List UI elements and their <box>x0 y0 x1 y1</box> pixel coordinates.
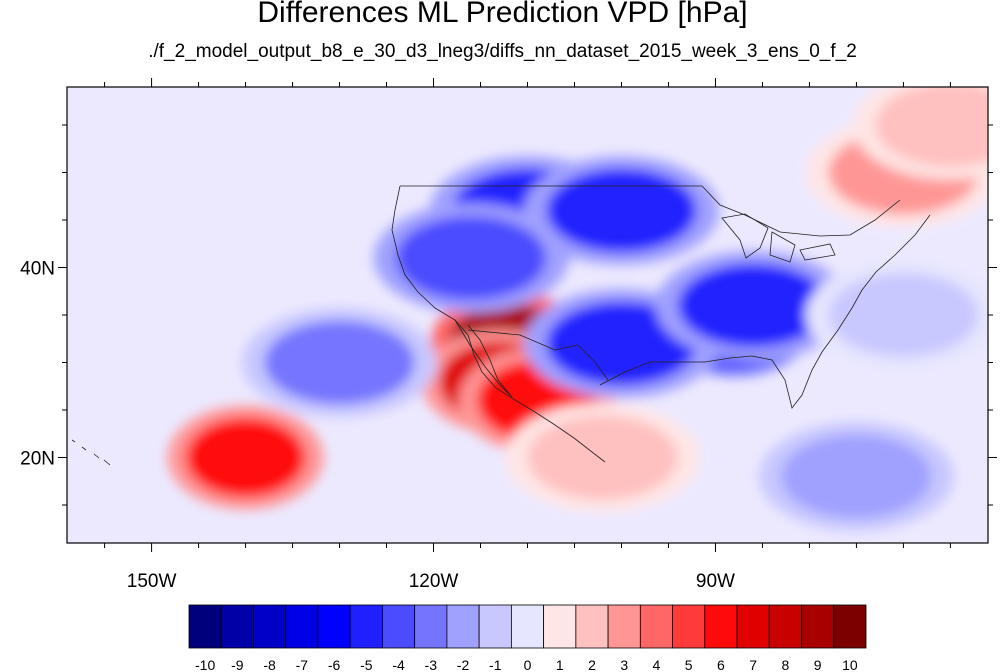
x-tick-label: 90W <box>696 571 735 592</box>
colorbar-swatch <box>414 604 448 649</box>
colorbar-label: -1 <box>489 657 502 672</box>
colorbar-swatch <box>833 604 867 649</box>
colorbar-swatch <box>672 604 706 649</box>
region-core <box>678 263 829 348</box>
great-lakes <box>721 213 836 263</box>
colorbar-swatch <box>510 604 545 649</box>
colorbar-swatch <box>704 604 738 649</box>
colorbar-label: 8 <box>782 657 790 672</box>
region-core <box>875 87 988 167</box>
chart-subtitle: ./f_2_model_output_b8_e_30_d3_lneg3/diff… <box>148 41 857 62</box>
chart-title: Differences ML Prediction VPD [hPa] <box>257 0 748 29</box>
colorbar-label: -5 <box>360 657 373 672</box>
colorbar-label: 1 <box>556 657 564 672</box>
colorbar-swatch <box>188 604 222 649</box>
colorbar-swatch <box>253 604 287 649</box>
colorbar-swatch <box>575 604 609 649</box>
colorbar-label: -9 <box>231 657 244 672</box>
colorbar-swatch <box>607 604 641 649</box>
colorbar-swatch <box>382 604 416 649</box>
colorbar-swatch <box>736 604 770 649</box>
region-core <box>396 216 547 300</box>
colorbar-swatch <box>801 604 835 649</box>
colorbar-label: -6 <box>328 657 341 672</box>
region-core <box>185 417 306 498</box>
colorbar-label: 5 <box>685 657 693 672</box>
colorbar-label: 10 <box>842 657 858 672</box>
colorbar-swatch <box>446 604 480 649</box>
region-core <box>264 320 415 405</box>
region-core <box>828 273 979 357</box>
coastline-baja <box>454 319 513 398</box>
colorbar-label: 9 <box>814 657 822 672</box>
colorbar-swatch <box>639 604 673 649</box>
colorbar-label: 7 <box>749 657 757 672</box>
colorbar-label: -2 <box>457 657 470 672</box>
colorbar-label: 2 <box>588 657 596 672</box>
colorbar-swatch <box>478 604 512 649</box>
coastline-gulf <box>599 214 931 409</box>
coastlines <box>71 185 931 466</box>
colorbar-label: 6 <box>717 657 725 672</box>
y-tick-label: 20N <box>20 449 55 470</box>
y-axis: 40N 20N <box>20 124 997 506</box>
colorbar-label: 0 <box>524 657 532 672</box>
region-core <box>781 434 932 519</box>
colorbar-label: -8 <box>263 657 276 672</box>
colorbar-label: -10 <box>195 657 215 672</box>
coastline-west <box>391 185 606 463</box>
colorbar: -10 -9 -8 -7 -6 -5 -4 -3 -2 -1 0 1 2 3 4 5 6 7 8 9 10 <box>188 604 867 672</box>
region-core <box>546 301 697 386</box>
region-core <box>546 168 697 253</box>
colorbar-swatch <box>543 604 577 649</box>
colorbar-swatch <box>317 604 351 649</box>
colorbar-label: 3 <box>620 657 628 672</box>
x-axis: 150W 120W 90W <box>104 78 951 592</box>
colorbar-swatch <box>220 604 254 649</box>
colorbar-label: 4 <box>653 657 661 672</box>
colorbar-label: -3 <box>425 657 438 672</box>
region-core <box>527 415 678 500</box>
colorbar-swatch <box>285 604 319 649</box>
x-tick-label: 150W <box>127 571 177 592</box>
x-tick-label: 120W <box>409 571 459 592</box>
colorbar-swatch <box>768 604 802 649</box>
border-us-canada <box>400 185 901 237</box>
border-us-mexico <box>467 329 609 381</box>
hawaii <box>71 439 111 466</box>
colorbar-label: -7 <box>296 657 309 672</box>
y-tick-label: 40N <box>20 259 55 280</box>
colorbar-swatch <box>349 604 383 649</box>
colorbar-label: -4 <box>392 657 405 672</box>
